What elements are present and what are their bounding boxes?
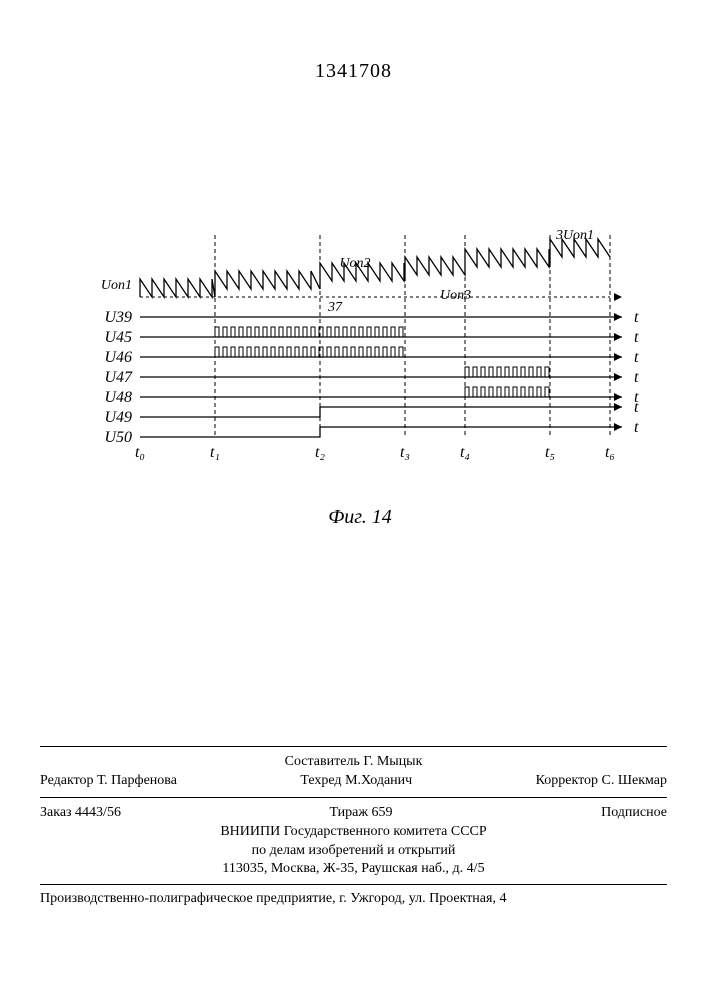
colophon: Составитель Г. Мыцык Редактор Т. Парфено…	[40, 740, 667, 879]
org-line-2: по делам изобретений и открытий	[40, 842, 667, 861]
timing-diagram: Uоп1 Uоп2 Uоп3 3Uоп1 37 U39 t U45 t U46 t U47 t U48 t U…	[80, 225, 640, 495]
svg-text:t: t	[634, 349, 639, 366]
svg-text:t: t	[634, 329, 639, 346]
svg-text:t: t	[634, 399, 639, 416]
svg-text:Uоп1: Uоп1	[101, 278, 132, 293]
circulation: Тираж 659	[329, 804, 392, 823]
svg-text:U46: U46	[104, 349, 132, 366]
org-line-1: ВНИИПИ Государственного комитета СССР	[40, 823, 667, 842]
svg-text:3Uоп1: 3Uоп1	[555, 228, 594, 243]
svg-text:U47: U47	[104, 369, 133, 386]
svg-text:t₅: t₅	[545, 444, 555, 461]
svg-text:t₆: t₆	[605, 444, 615, 461]
svg-text:37: 37	[327, 300, 343, 315]
svg-text:U45: U45	[104, 329, 132, 346]
svg-text:Uоп3: Uоп3	[440, 288, 471, 303]
compiler-line: Составитель Г. Мыцык	[40, 753, 667, 772]
svg-text:U49: U49	[104, 409, 132, 426]
tech-editor: Техред М.Ходанич	[300, 772, 412, 791]
svg-text:U50: U50	[104, 429, 132, 446]
footer: Производственно-полиграфическое предприя…	[40, 878, 667, 907]
order-number: Заказ 4443/56	[40, 804, 121, 823]
org-address: 113035, Москва, Ж-35, Раушская наб., д. …	[40, 860, 667, 879]
divider	[40, 746, 667, 747]
subscription: Подписное	[601, 804, 667, 823]
figure-caption: Фиг. 14	[80, 506, 640, 529]
editor: Редактор Т. Парфенова	[40, 772, 177, 791]
divider	[40, 884, 667, 885]
figure-14: Uоп1 Uоп2 Uоп3 3Uоп1 37 U39 t U45 t U46 t U47 t U48 t U…	[80, 225, 640, 529]
svg-text:t: t	[634, 309, 639, 326]
corrector: Корректор С. Шекмар	[536, 772, 667, 791]
svg-text:U39: U39	[104, 309, 132, 326]
svg-text:t₁: t₁	[210, 444, 220, 461]
svg-text:U48: U48	[104, 389, 132, 406]
svg-text:t₀: t₀	[135, 444, 145, 461]
svg-text:Uоп2: Uоп2	[339, 256, 370, 271]
footer-text: Производственно-полиграфическое предприя…	[40, 891, 667, 907]
svg-text:t₃: t₃	[400, 444, 410, 461]
page-number: 1341708	[0, 60, 707, 83]
divider	[40, 797, 667, 798]
svg-text:t₂: t₂	[315, 444, 325, 461]
svg-text:t: t	[634, 369, 639, 386]
svg-text:t₄: t₄	[460, 444, 470, 461]
svg-text:t: t	[634, 419, 639, 436]
